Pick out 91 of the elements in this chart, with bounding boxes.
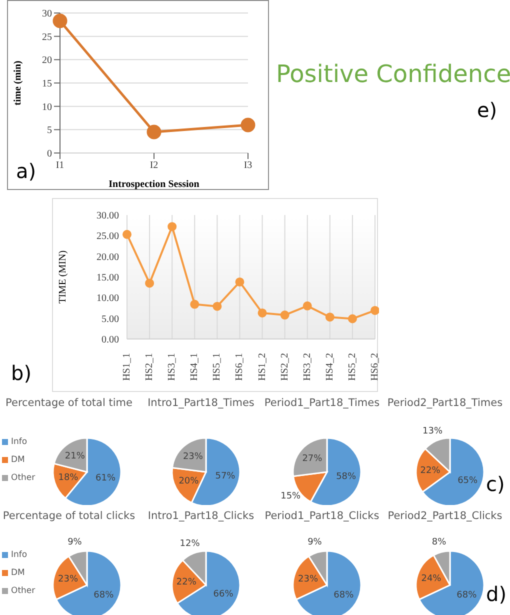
data-label: 13% bbox=[422, 426, 443, 437]
data-label: 9% bbox=[308, 538, 322, 548]
data-label: 12% bbox=[180, 539, 200, 550]
y-tick-label: 25.00 bbox=[96, 231, 119, 242]
data-label: 68% bbox=[456, 590, 478, 601]
chart-title: Intro1_Part18_Times bbox=[146, 397, 256, 409]
x-tick-label: I3 bbox=[244, 160, 252, 172]
data-label: 61% bbox=[96, 474, 116, 484]
x-tick-label: HS6_2 bbox=[370, 353, 380, 381]
x-tick-label: I1 bbox=[56, 160, 64, 172]
text: e) bbox=[477, 98, 498, 122]
chart-title: Period1_Part18_Clicks bbox=[264, 510, 380, 522]
legend-label: Info bbox=[11, 550, 28, 560]
text: a) bbox=[16, 159, 36, 183]
x-tick-label: HS5_1 bbox=[212, 353, 223, 381]
point bbox=[235, 277, 244, 286]
point bbox=[258, 308, 267, 318]
y-tick-label: 15.00 bbox=[96, 272, 119, 284]
y-tick-label: 20.00 bbox=[96, 252, 119, 263]
y-tick-label: 30.00 bbox=[96, 210, 119, 222]
data-label: 27% bbox=[302, 454, 323, 464]
data-label: 24% bbox=[421, 574, 442, 584]
x-tick-label: HS4_1 bbox=[189, 353, 200, 381]
data-label: 22% bbox=[176, 578, 197, 588]
y-tick-label: 0.00 bbox=[102, 334, 119, 346]
y-tick-label: 10.00 bbox=[96, 293, 119, 304]
y-tick-label: 30 bbox=[42, 8, 52, 20]
point bbox=[146, 124, 162, 140]
x-tick-label: HS6_1 bbox=[234, 353, 246, 381]
data-label: 58% bbox=[336, 472, 357, 482]
data-label: 68% bbox=[334, 590, 354, 601]
legend-label: DM bbox=[11, 455, 25, 465]
y-tick-label: 5.00 bbox=[102, 314, 119, 325]
y-tick-label: 15 bbox=[42, 78, 52, 90]
point bbox=[302, 301, 312, 310]
data-label: 65% bbox=[458, 476, 478, 486]
chart-title: Period2_Part18_Clicks bbox=[386, 510, 504, 522]
x-tick-label: I2 bbox=[150, 160, 158, 172]
text: c) bbox=[486, 472, 505, 496]
legend-label: DM bbox=[11, 568, 25, 578]
point bbox=[52, 14, 68, 28]
point bbox=[348, 314, 357, 324]
x-tick-label: HS2_1 bbox=[144, 353, 156, 381]
point bbox=[122, 230, 132, 239]
data-label: 18% bbox=[58, 473, 79, 484]
x-axis-title: Introspection Session bbox=[108, 179, 200, 190]
chart-title: Period2_Part18_Times bbox=[386, 397, 504, 409]
y-tick-label: 20 bbox=[42, 55, 52, 66]
data-label: 8% bbox=[432, 537, 447, 548]
data-label: 23% bbox=[182, 452, 204, 462]
point bbox=[145, 278, 154, 288]
legend-label: Other bbox=[11, 586, 36, 596]
x-tick-label: HS1_1 bbox=[122, 353, 132, 381]
text: Positive Confidence bbox=[276, 60, 510, 88]
point bbox=[325, 312, 334, 322]
text: b) bbox=[11, 361, 32, 385]
data-label: 23% bbox=[298, 574, 319, 584]
point bbox=[370, 306, 379, 315]
text: d) bbox=[486, 582, 506, 606]
y-tick-label: 0 bbox=[47, 148, 52, 160]
y-tick-label: 10 bbox=[42, 102, 52, 113]
data-label: 9% bbox=[68, 538, 82, 548]
data-label: 68% bbox=[94, 590, 114, 601]
data-label: 66% bbox=[213, 590, 234, 600]
data-label: 15% bbox=[280, 492, 302, 502]
data-label: 20% bbox=[178, 476, 200, 486]
y-axis-title: time (min) bbox=[12, 60, 24, 106]
point bbox=[212, 302, 222, 311]
data-label: 22% bbox=[420, 466, 441, 476]
chart-title: Percentage of total time bbox=[4, 397, 134, 409]
point bbox=[190, 300, 200, 309]
data-label: 57% bbox=[215, 471, 236, 482]
data-label: 23% bbox=[58, 574, 79, 584]
y-axis-title: TIME (MIN) bbox=[58, 250, 69, 304]
y-tick-label: 25 bbox=[42, 32, 52, 43]
x-tick-label: HS3_2 bbox=[302, 353, 313, 381]
data-label: 21% bbox=[64, 451, 86, 462]
y-tick-label: 5 bbox=[47, 125, 52, 136]
point bbox=[280, 310, 290, 320]
x-tick-label: HS5_2 bbox=[346, 353, 358, 381]
x-tick-label: HS4_2 bbox=[324, 353, 336, 381]
x-tick-label: HS1_2 bbox=[256, 353, 268, 381]
chart-title: Period1_Part18_Times bbox=[263, 397, 381, 409]
x-tick-label: HS2_2 bbox=[279, 353, 290, 381]
legend-label: Other bbox=[11, 473, 36, 483]
x-tick-label: HS3_1 bbox=[166, 353, 178, 381]
point bbox=[168, 222, 177, 232]
chart-title: Intro1_Part18_Clicks bbox=[146, 510, 256, 522]
legend-label: Info bbox=[11, 437, 28, 447]
chart-title: Percentage of total clicks bbox=[2, 510, 136, 522]
point bbox=[240, 118, 256, 132]
